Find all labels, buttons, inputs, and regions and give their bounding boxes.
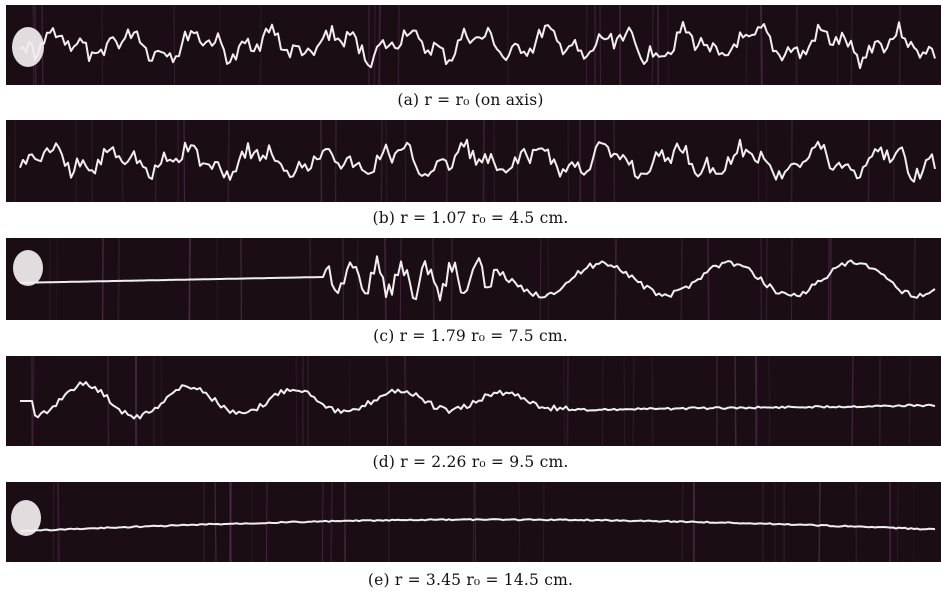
film-streak bbox=[160, 356, 162, 446]
film-streak bbox=[827, 238, 830, 320]
film-streak bbox=[566, 356, 569, 446]
caption-e: (e) r = 3.45 r₀ = 14.5 cm. bbox=[0, 570, 941, 590]
film-streak bbox=[265, 482, 268, 562]
caption-a: (a) r = r₀ (on axis) bbox=[0, 90, 941, 110]
film-streak bbox=[734, 356, 737, 446]
caption-text: (a) r = r₀ (on axis) bbox=[397, 91, 544, 109]
film-streak bbox=[404, 120, 407, 202]
film-streak bbox=[32, 356, 35, 446]
film-streak bbox=[474, 482, 477, 562]
strip-background bbox=[6, 238, 941, 320]
strip-background bbox=[6, 5, 941, 85]
film-streak bbox=[680, 238, 683, 320]
signal-trace bbox=[19, 518, 936, 533]
film-streak bbox=[482, 120, 485, 202]
film-streak bbox=[547, 238, 549, 320]
film-streak bbox=[397, 5, 400, 85]
film-streak bbox=[173, 5, 175, 85]
film-streak bbox=[227, 120, 230, 202]
oscillogram-panel-e bbox=[6, 482, 941, 562]
film-streak bbox=[385, 120, 388, 202]
film-streak bbox=[818, 482, 821, 562]
oscillogram-strip bbox=[6, 356, 941, 446]
film-streak bbox=[651, 5, 654, 85]
caption-d: (d) r = 2.26 r₀ = 9.5 cm. bbox=[0, 452, 941, 472]
film-streak bbox=[908, 356, 911, 446]
oscillogram-strip bbox=[6, 238, 941, 320]
oscillogram-panel-a bbox=[6, 5, 941, 85]
oscillogram-panel-b bbox=[6, 120, 941, 202]
film-streak bbox=[836, 5, 839, 85]
film-streak bbox=[567, 120, 570, 202]
caption-text: (c) r = 1.79 r₀ = 7.5 cm. bbox=[373, 327, 568, 345]
film-streak bbox=[348, 356, 351, 446]
film-streak bbox=[851, 356, 854, 446]
film-streaks bbox=[14, 120, 895, 202]
caption-c: (c) r = 1.79 r₀ = 7.5 cm. bbox=[0, 326, 941, 346]
film-streak bbox=[117, 238, 120, 320]
film-streak bbox=[356, 238, 359, 320]
film-streak bbox=[295, 356, 298, 446]
film-streak bbox=[745, 5, 748, 85]
film-streak bbox=[380, 120, 383, 202]
film-streaks bbox=[32, 5, 901, 85]
film-streak bbox=[57, 482, 60, 562]
film-streak bbox=[913, 238, 916, 320]
film-streak bbox=[768, 356, 771, 446]
film-streak bbox=[309, 238, 312, 320]
film-streak bbox=[765, 238, 768, 320]
signal-trace bbox=[20, 381, 936, 420]
film-streak bbox=[539, 238, 542, 320]
film-streak bbox=[614, 238, 617, 320]
film-streak bbox=[384, 238, 387, 320]
film-streak bbox=[518, 482, 521, 562]
film-streak bbox=[897, 482, 899, 562]
film-streak bbox=[760, 5, 763, 85]
film-streak bbox=[651, 356, 654, 446]
film-streak bbox=[586, 5, 588, 85]
caption-b: (b) r = 1.07 r₀ = 4.5 cm. bbox=[0, 208, 941, 228]
film-streak bbox=[707, 238, 710, 320]
film-streaks bbox=[52, 482, 915, 562]
light-spot bbox=[11, 500, 41, 536]
film-streak bbox=[450, 238, 453, 320]
film-streak bbox=[404, 356, 407, 446]
film-streak bbox=[373, 5, 376, 85]
signal-trace bbox=[20, 255, 936, 302]
film-streak bbox=[623, 356, 626, 446]
film-streak bbox=[399, 238, 402, 320]
film-streak bbox=[52, 482, 55, 562]
light-spot bbox=[13, 250, 43, 286]
caption-text: (b) r = 1.07 r₀ = 4.5 cm. bbox=[372, 209, 569, 227]
caption-text: (e) r = 3.45 r₀ = 14.5 cm. bbox=[367, 571, 574, 589]
oscillogram-panel-d bbox=[6, 356, 941, 446]
signal-trace bbox=[19, 138, 936, 183]
film-streak bbox=[795, 5, 799, 85]
signal-trace bbox=[19, 20, 936, 70]
film-streak bbox=[632, 356, 635, 446]
oscillogram-panel-c bbox=[6, 238, 941, 320]
oscillogram-strip bbox=[6, 120, 941, 202]
oscillogram-strip bbox=[6, 5, 941, 85]
film-streak bbox=[229, 482, 232, 562]
film-streak bbox=[472, 482, 475, 562]
oscillogram-strip bbox=[6, 482, 941, 562]
film-streak bbox=[330, 482, 333, 562]
caption-text: (d) r = 2.26 r₀ = 9.5 cm. bbox=[372, 453, 569, 471]
film-streak bbox=[214, 482, 217, 562]
strip-background bbox=[6, 120, 941, 202]
